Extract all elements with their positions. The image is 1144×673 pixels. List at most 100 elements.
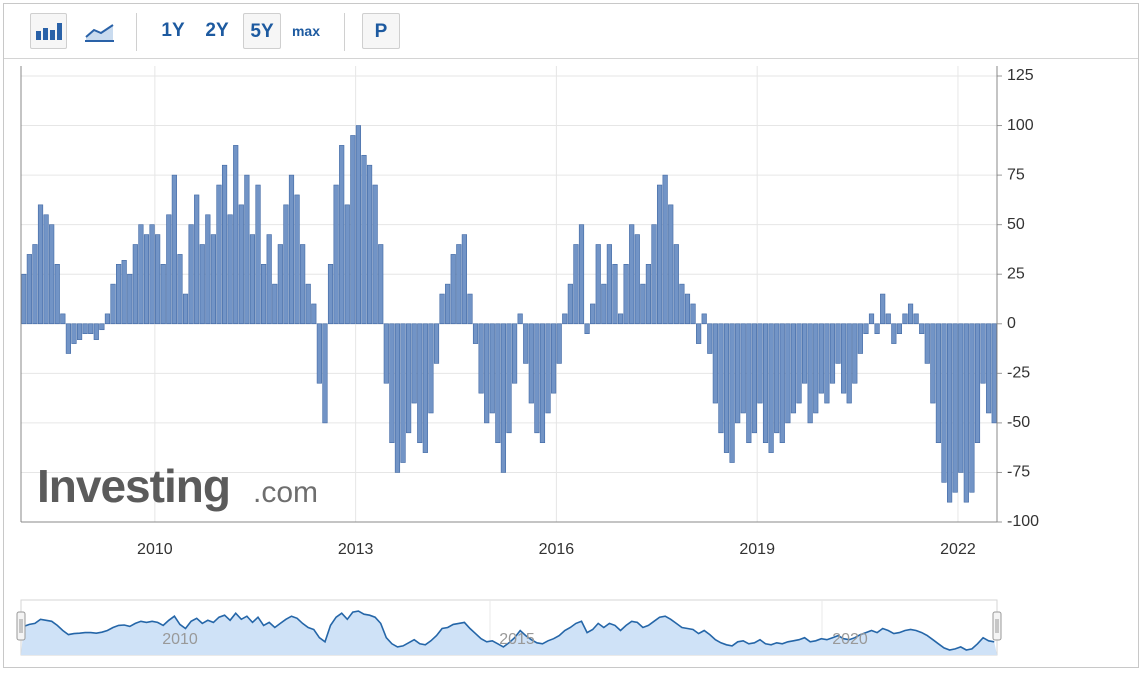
navigator-label: 2015 bbox=[499, 631, 535, 648]
y-tick-label: -100 bbox=[1007, 513, 1039, 530]
bar bbox=[350, 135, 356, 325]
bar bbox=[32, 244, 38, 325]
bar bbox=[171, 174, 177, 325]
bar bbox=[467, 293, 473, 325]
bar bbox=[344, 204, 350, 325]
navigator-label: 2010 bbox=[162, 631, 198, 648]
bar bbox=[500, 323, 507, 473]
bar bbox=[835, 323, 841, 364]
bar bbox=[71, 323, 77, 344]
y-tick-label: -50 bbox=[1007, 414, 1030, 431]
bar bbox=[712, 323, 718, 404]
bar bbox=[874, 323, 880, 334]
bar bbox=[980, 323, 986, 384]
bar bbox=[143, 234, 150, 325]
range-button[interactable]: 1Y bbox=[161, 20, 185, 41]
bar bbox=[26, 254, 32, 325]
bar bbox=[327, 264, 334, 325]
bar bbox=[417, 323, 423, 444]
bar bbox=[49, 224, 55, 325]
x-tick-label: 2016 bbox=[539, 541, 575, 558]
bar bbox=[707, 323, 713, 354]
navigator-area bbox=[21, 611, 997, 655]
line-chart-button[interactable] bbox=[80, 13, 120, 49]
bar bbox=[573, 244, 579, 325]
bar bbox=[272, 283, 278, 325]
bar bbox=[578, 224, 585, 325]
bar bbox=[221, 164, 228, 325]
bar-chart-button[interactable] bbox=[30, 13, 67, 49]
bar bbox=[852, 323, 858, 384]
y-tick-label: 50 bbox=[1007, 216, 1025, 233]
bar bbox=[947, 323, 953, 503]
bar bbox=[445, 283, 451, 325]
bar bbox=[735, 323, 741, 424]
bar bbox=[249, 234, 256, 325]
bar bbox=[99, 323, 105, 331]
bar bbox=[612, 264, 618, 325]
bar bbox=[21, 273, 27, 325]
bar bbox=[484, 323, 490, 424]
bar bbox=[311, 303, 317, 325]
navigator-handle[interactable] bbox=[992, 611, 1002, 641]
bar bbox=[227, 214, 233, 325]
bar bbox=[729, 323, 735, 463]
bar bbox=[807, 323, 813, 424]
navigator-handle[interactable] bbox=[16, 611, 26, 641]
navigator: 2010 2015 2020 bbox=[16, 599, 1002, 656]
bar bbox=[963, 323, 969, 503]
bar bbox=[584, 323, 590, 334]
bar bbox=[294, 194, 300, 325]
bar bbox=[188, 224, 194, 325]
bar bbox=[472, 323, 479, 344]
bar bbox=[779, 323, 785, 444]
bar bbox=[255, 184, 261, 325]
bar bbox=[155, 234, 161, 325]
bar bbox=[361, 154, 367, 325]
handle-body bbox=[992, 611, 1002, 641]
bar bbox=[595, 244, 601, 325]
bar bbox=[478, 323, 484, 394]
bar bbox=[679, 283, 685, 325]
bar bbox=[517, 313, 523, 325]
plot: 2010 2013 2016 2019 2022 -100 -75 -50 -25 0 25 50 75… bbox=[20, 66, 1039, 558]
range-button[interactable]: 5Y bbox=[243, 13, 281, 49]
bar bbox=[684, 293, 691, 325]
bar bbox=[902, 313, 908, 325]
bar bbox=[539, 323, 546, 444]
bar bbox=[935, 323, 942, 444]
bar bbox=[941, 323, 947, 483]
bar bbox=[656, 184, 663, 325]
bar bbox=[528, 323, 534, 404]
period-button[interactable]: P bbox=[362, 13, 400, 49]
bar bbox=[673, 244, 679, 325]
bar bbox=[450, 254, 456, 325]
bar bbox=[199, 244, 205, 325]
navigator-line bbox=[23, 610, 995, 651]
bar bbox=[461, 234, 467, 325]
bar bbox=[986, 323, 992, 414]
bar bbox=[489, 323, 495, 414]
bar bbox=[127, 273, 133, 325]
bar bbox=[506, 323, 512, 434]
bar bbox=[194, 194, 200, 325]
bar bbox=[216, 184, 222, 325]
separator bbox=[344, 13, 345, 51]
bar bbox=[696, 323, 702, 344]
bar bbox=[762, 323, 769, 444]
bar bbox=[824, 323, 830, 404]
bar bbox=[952, 323, 958, 493]
bar bbox=[511, 323, 518, 384]
range-button[interactable]: 2Y bbox=[205, 20, 229, 41]
range-button[interactable]: max bbox=[291, 23, 321, 39]
y-tick-label: -75 bbox=[1007, 464, 1030, 481]
bar bbox=[668, 204, 674, 325]
bar bbox=[149, 224, 155, 325]
bar bbox=[640, 283, 646, 325]
bar bbox=[723, 323, 730, 453]
bar bbox=[233, 145, 239, 325]
bar bbox=[991, 323, 997, 424]
bar bbox=[634, 234, 640, 325]
bar bbox=[601, 283, 607, 325]
